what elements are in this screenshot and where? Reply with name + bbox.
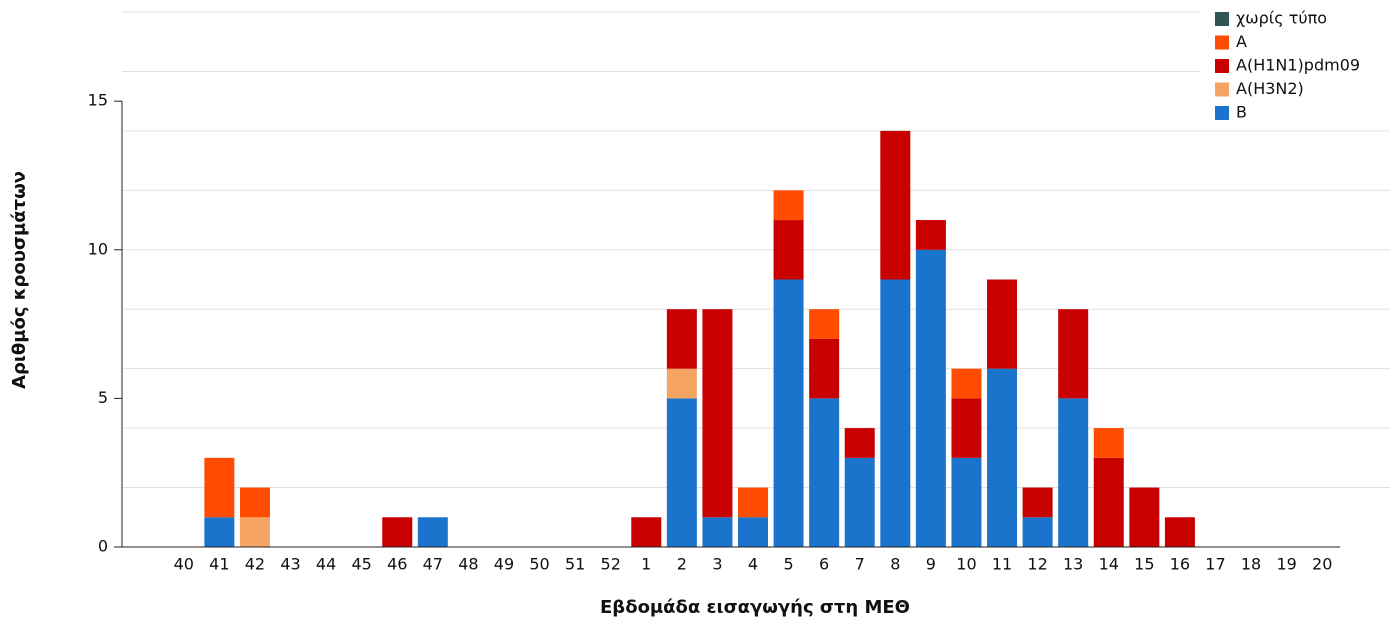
x-tick-label: 6 <box>819 555 829 574</box>
x-tick-label: 13 <box>1063 555 1083 574</box>
x-tick-label: 17 <box>1205 555 1225 574</box>
x-tick-label: 14 <box>1099 555 1119 574</box>
bar-segment <box>844 428 875 458</box>
x-tick-label: 4 <box>748 555 758 574</box>
x-tick-label: 47 <box>423 555 443 574</box>
legend-label: A <box>1236 32 1247 51</box>
x-tick-label: 44 <box>316 555 336 574</box>
bar-segment <box>773 220 804 280</box>
x-tick-label: 42 <box>245 555 265 574</box>
bar-segment <box>987 368 1018 547</box>
bar-segment <box>880 130 911 280</box>
legend-swatch <box>1215 35 1229 50</box>
bar-segment <box>702 517 733 547</box>
x-tick-label: 49 <box>494 555 514 574</box>
bar-segment <box>1129 487 1160 547</box>
bar-segment <box>809 398 840 547</box>
x-tick-label: 7 <box>855 555 865 574</box>
x-tick-label: 16 <box>1170 555 1190 574</box>
bar-segment <box>666 309 697 369</box>
legend-label: B <box>1236 103 1247 122</box>
x-tick-label: 8 <box>890 555 900 574</box>
x-tick-label: 3 <box>712 555 722 574</box>
legend-swatch <box>1215 12 1229 26</box>
bar-segment <box>1022 517 1053 547</box>
bar-segment <box>880 279 911 547</box>
bar-segment <box>1022 487 1053 518</box>
x-axis-title: Εβδομάδα εισαγωγής στη ΜΕΘ <box>600 597 910 618</box>
x-tick-label: 12 <box>1027 555 1047 574</box>
x-tick-label: 9 <box>926 555 936 574</box>
bar-segment <box>915 220 946 250</box>
bar-segment <box>987 279 1018 369</box>
x-tick-label: 51 <box>565 555 585 574</box>
x-tick-label: 5 <box>783 555 793 574</box>
legend-label: A(H1N1)pdm09 <box>1236 56 1360 75</box>
legend-box <box>1200 4 1390 128</box>
bar-segment <box>631 517 662 547</box>
bar-segment <box>809 309 840 339</box>
x-tick-label: 10 <box>956 555 976 574</box>
bar-segment <box>417 517 448 547</box>
y-tick-label: 5 <box>98 388 108 407</box>
bar-segment <box>702 309 733 518</box>
bar-segment <box>204 457 235 518</box>
bar-segment <box>666 398 697 547</box>
y-tick-label: 10 <box>88 239 108 258</box>
bar-segment <box>666 368 697 399</box>
x-tick-label: 19 <box>1276 555 1296 574</box>
legend-label: A(H3N2) <box>1236 79 1304 98</box>
x-tick-label: 50 <box>529 555 549 574</box>
x-tick-label: 52 <box>601 555 621 574</box>
bar-segment <box>1058 398 1089 547</box>
bar-segment <box>738 487 768 518</box>
y-tick-label: 15 <box>88 91 108 110</box>
bar-segment <box>1058 309 1089 399</box>
bar-segment <box>844 457 875 547</box>
bar-segment <box>1164 517 1195 547</box>
bar-segment <box>239 487 270 518</box>
x-tick-label: 46 <box>387 555 407 574</box>
bar-segment <box>773 190 804 221</box>
x-tick-label: 41 <box>209 555 229 574</box>
bar-segment <box>951 398 982 458</box>
bar-segment <box>738 517 768 547</box>
legend-swatch <box>1215 106 1229 120</box>
bar-segment <box>239 517 270 547</box>
x-tick-label: 15 <box>1134 555 1154 574</box>
legend-label: χωρίς τύπο <box>1236 9 1327 28</box>
x-tick-label: 20 <box>1312 555 1332 574</box>
x-tick-label: 40 <box>174 555 194 574</box>
legend-swatch <box>1215 59 1229 73</box>
x-tick-label: 11 <box>992 555 1012 574</box>
bar-segment <box>915 249 946 547</box>
bar-segment <box>1093 457 1124 547</box>
y-axis-title: Αριθμός κρουσμάτων <box>9 171 30 389</box>
x-tick-label: 43 <box>280 555 300 574</box>
x-tick-label: 45 <box>351 555 371 574</box>
x-tick-label: 48 <box>458 555 478 574</box>
bar-segment <box>204 517 235 547</box>
x-tick-label: 2 <box>677 555 687 574</box>
bar-segment <box>1093 428 1124 458</box>
bar-segment <box>951 368 982 399</box>
bar-segment <box>382 517 413 547</box>
bar-segment <box>809 338 840 399</box>
bar-segment <box>951 457 982 547</box>
x-tick-label: 1 <box>641 555 651 574</box>
x-tick-label: 18 <box>1241 555 1261 574</box>
legend-swatch <box>1215 82 1229 97</box>
bar-segment <box>773 279 804 547</box>
y-tick-label: 0 <box>98 537 108 556</box>
